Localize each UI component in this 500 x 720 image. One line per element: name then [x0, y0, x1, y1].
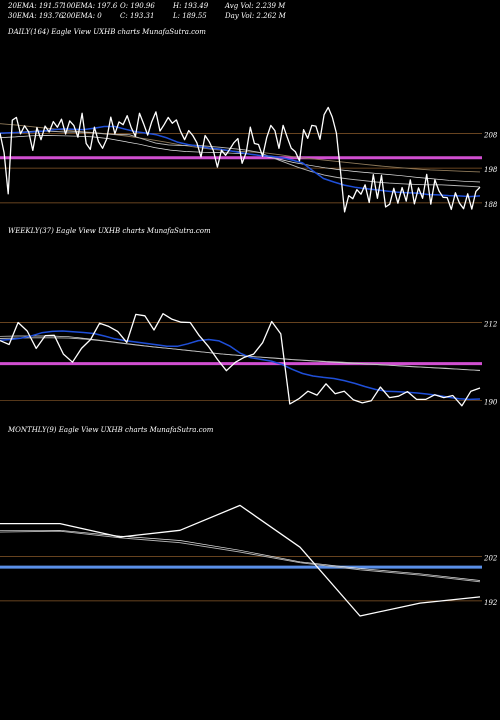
- daily-tick-label: 198: [484, 166, 498, 174]
- header-high: H: 193.49: [173, 2, 209, 10]
- header-open: O: 190.96: [120, 2, 155, 10]
- monthly-tick-label: 192: [484, 599, 498, 607]
- weekly-ema-fast-line: [0, 330, 481, 401]
- header-day-vol: Day Vol: 2.262 M: [225, 12, 286, 20]
- monthly-ema-slow-line: [0, 530, 481, 583]
- header-avg-vol: Avg Vol: 2.239 M: [225, 2, 286, 10]
- monthly-ema-slow-2-line: [0, 529, 481, 581]
- weekly-price-line: [0, 313, 481, 407]
- daily-panel-title: DAILY(164) Eagle View UXHB charts Munafa…: [8, 28, 206, 36]
- weekly-tick-label: 212: [483, 321, 498, 329]
- weekly-panel-title: WEEKLY(37) Eagle View UXHB charts Munafa…: [8, 227, 211, 235]
- header-ema20: 20EMA: 191.57: [8, 2, 64, 10]
- header-close: C: 193.31: [120, 12, 155, 20]
- weekly-tick-label: 190: [484, 398, 498, 406]
- monthly-tick-label: 202: [483, 554, 498, 562]
- header-ema200: 200EMA: 0: [62, 12, 102, 20]
- header-ema100: 100EMA: 197.6: [62, 2, 118, 10]
- daily-ema-fast-line: [0, 125, 481, 198]
- weekly-ema-slow-line: [0, 337, 481, 371]
- daily-tick-label: 208: [483, 131, 498, 139]
- header-low: L: 189.55: [173, 12, 207, 20]
- daily-price-line: [0, 106, 481, 213]
- monthly-price-line: [0, 504, 481, 617]
- daily-tick-label: 188: [484, 201, 498, 209]
- header-ema30: 30EMA: 193.76: [8, 12, 64, 20]
- monthly-panel-title: MONTHLY(9) Eagle View UXHB charts Munafa…: [8, 426, 214, 434]
